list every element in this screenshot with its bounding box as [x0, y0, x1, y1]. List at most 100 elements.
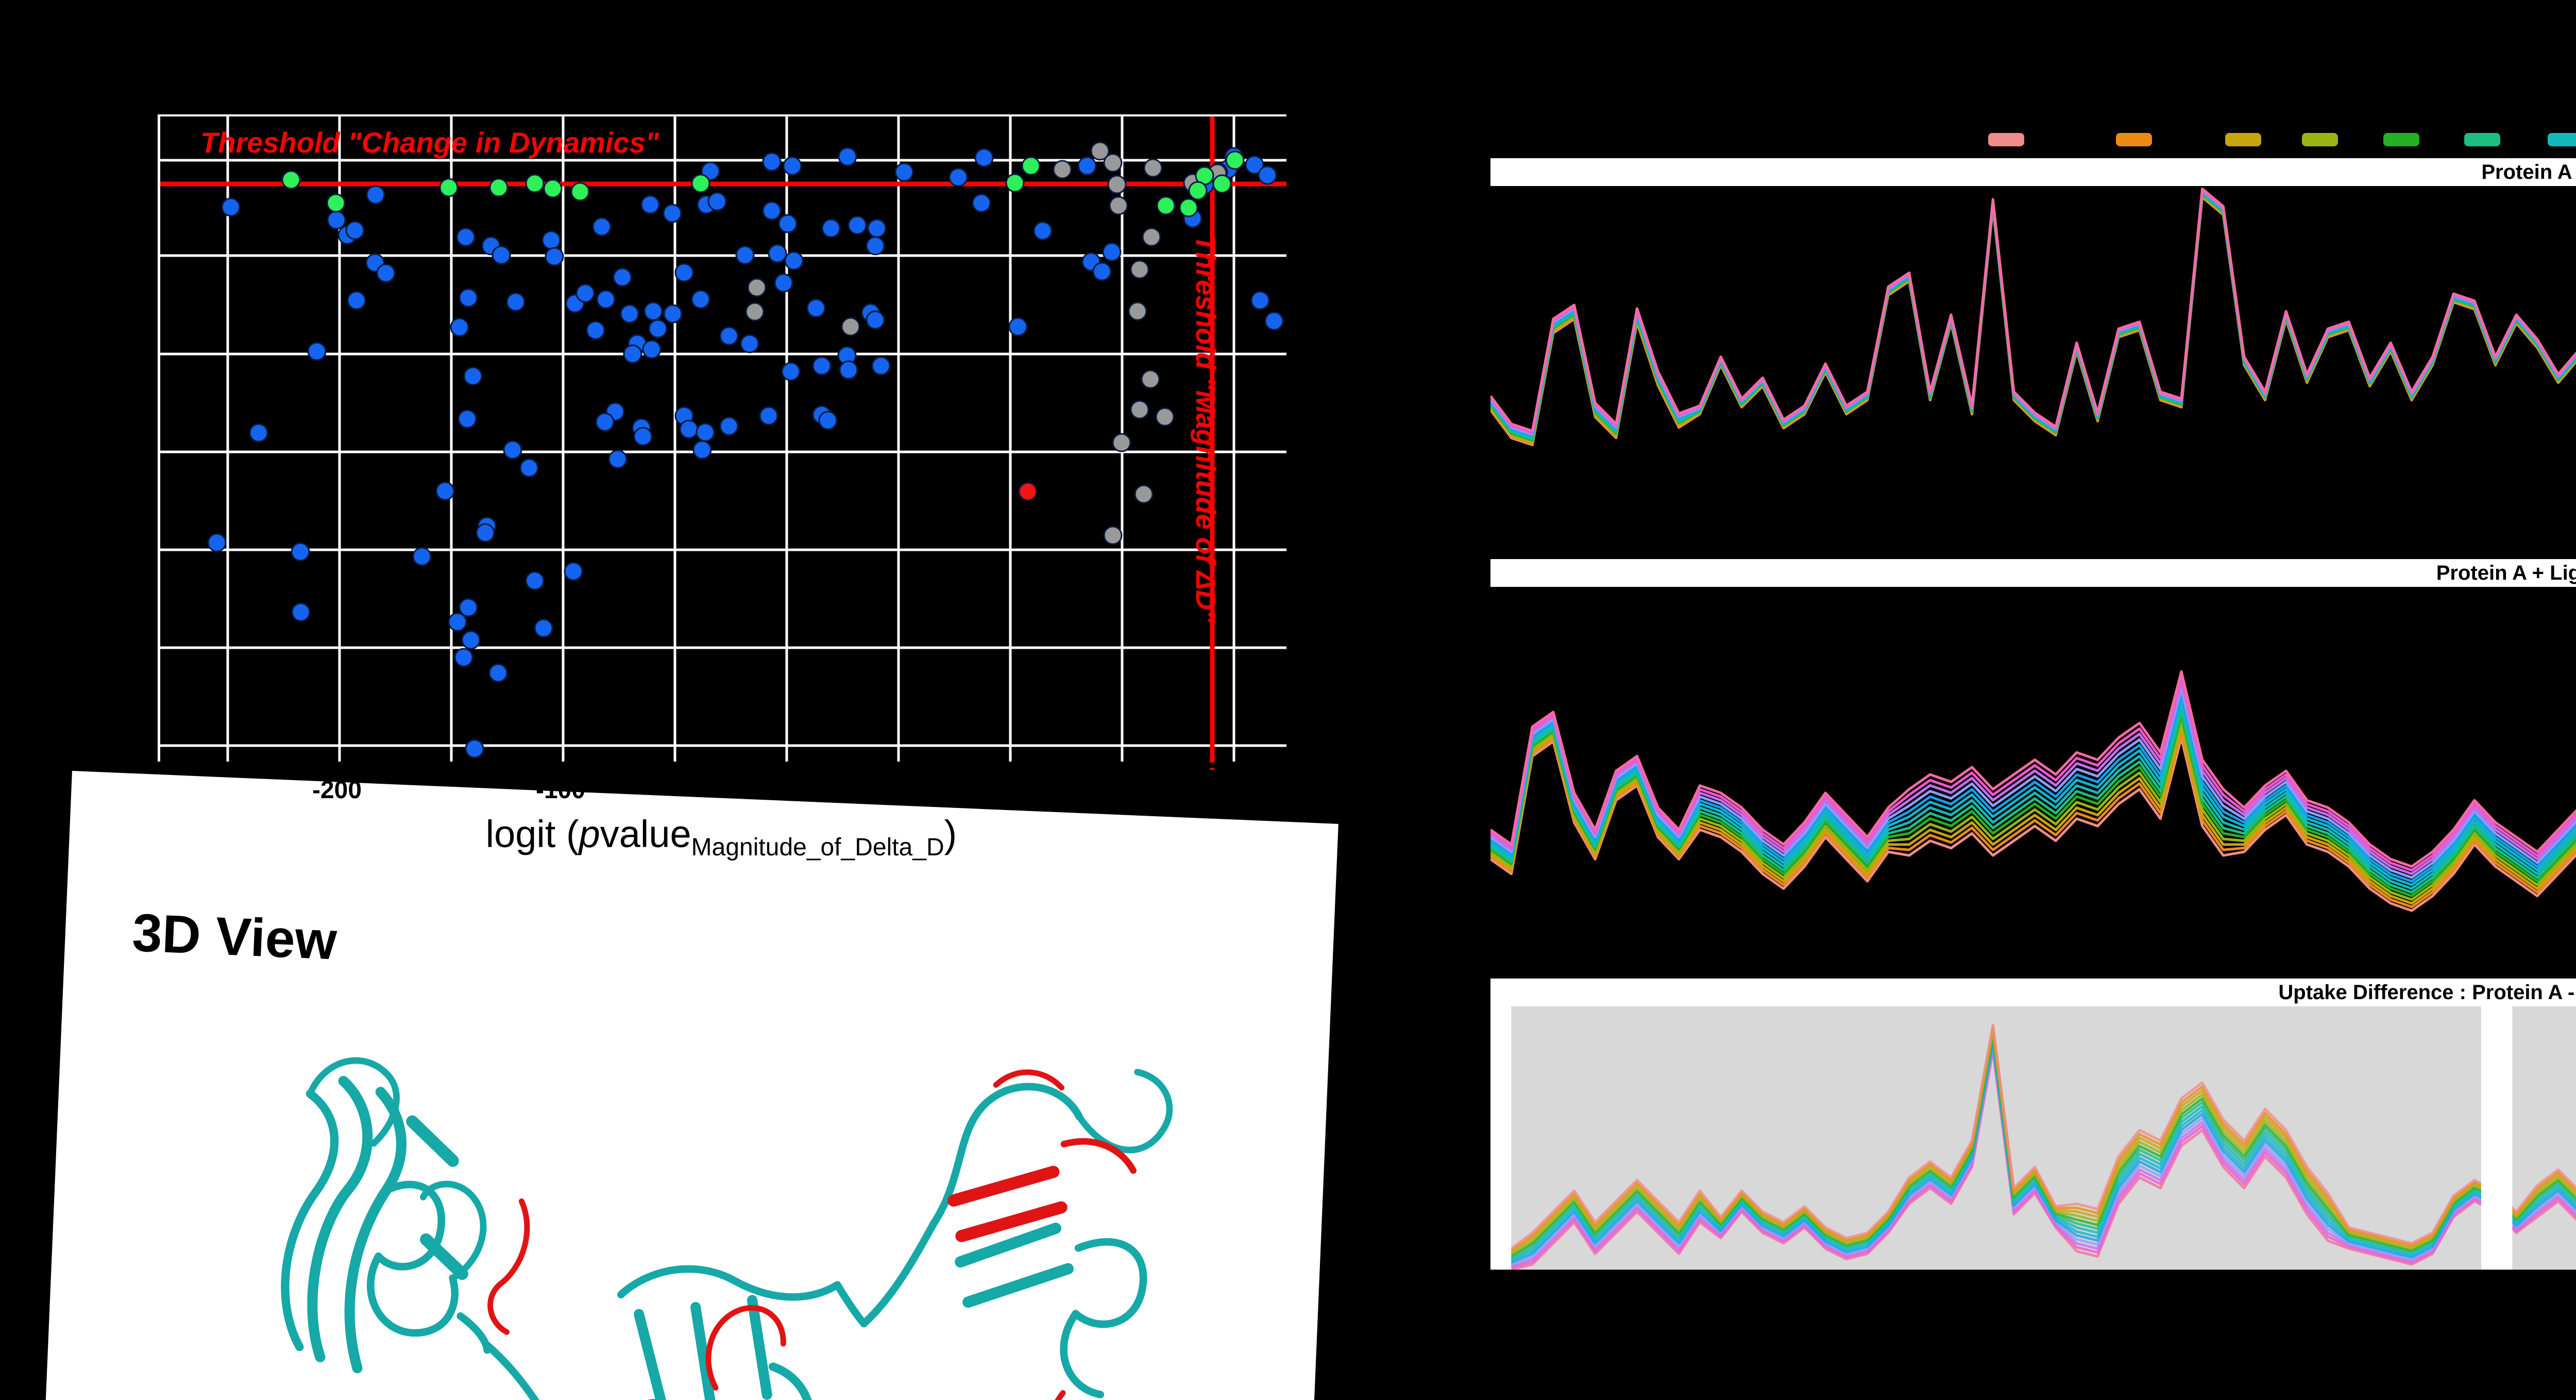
peptide-dot-gray[interactable]: [1143, 158, 1163, 178]
uptake-line-series-0[interactable]: [1490, 1023, 2576, 1253]
peptide-dot-blue[interactable]: [461, 630, 481, 650]
peptide-dot-blue[interactable]: [347, 291, 366, 310]
uptake-line-series-3[interactable]: [1490, 1030, 2576, 1258]
peptide-dot-gray[interactable]: [1134, 484, 1154, 504]
peptide-dot-blue[interactable]: [608, 449, 628, 469]
peptide-dot-blue[interactable]: [643, 301, 663, 321]
peptide-dot-blue[interactable]: [613, 267, 632, 287]
peptide-dot-blue[interactable]: [291, 542, 310, 562]
peptide-dot-gray[interactable]: [1112, 433, 1131, 452]
protein-structure-ribbon[interactable]: [148, 966, 1325, 1400]
uptake-line-series-12[interactable]: [1490, 638, 2576, 868]
peptide-dot-blue[interactable]: [1033, 221, 1053, 241]
peptide-dot-gray[interactable]: [1103, 153, 1123, 173]
peptide-dot-blue[interactable]: [457, 409, 477, 429]
peptide-dot-gray[interactable]: [747, 278, 767, 297]
peptide-dot-blue[interactable]: [740, 334, 759, 353]
peptide-dot-blue[interactable]: [456, 227, 476, 247]
peptide-dot-blue[interactable]: [307, 342, 327, 361]
peptide-dot-blue[interactable]: [839, 360, 858, 380]
peptide-dot-blue[interactable]: [640, 195, 660, 214]
peptide-dot-blue[interactable]: [575, 283, 595, 303]
uptake-line-series-9[interactable]: [1490, 655, 2576, 879]
peptide-dot-gray[interactable]: [1103, 526, 1123, 545]
peptide-dot-gray[interactable]: [1109, 196, 1128, 215]
uptake-line-series-1[interactable]: [1490, 699, 2576, 908]
peptide-dot-blue[interactable]: [221, 197, 241, 217]
peptide-dot-blue[interactable]: [719, 416, 739, 436]
uptake-line-series-12[interactable]: [1490, 187, 2576, 432]
peptide-dot-blue[interactable]: [586, 321, 605, 340]
peptide-dot-blue[interactable]: [534, 618, 553, 638]
uptake-line-series-9[interactable]: [1490, 1043, 2576, 1269]
uptake-line-series-4[interactable]: [1490, 1032, 2576, 1260]
peptide-dot-blue[interactable]: [633, 427, 653, 446]
peptide-dot-gray[interactable]: [1107, 175, 1127, 194]
peptide-dot-blue[interactable]: [648, 319, 668, 339]
peptide-dot-green[interactable]: [1021, 156, 1041, 176]
peptide-dot-blue[interactable]: [735, 245, 755, 265]
peptide-dot-blue[interactable]: [207, 533, 227, 552]
uptake-line-series-11[interactable]: [1490, 644, 2576, 872]
peptide-dot-green[interactable]: [1005, 173, 1025, 193]
peptide-dot-blue[interactable]: [867, 218, 887, 238]
peptide-dot-blue[interactable]: [345, 221, 365, 240]
uptake-line-series-7[interactable]: [1490, 666, 2576, 886]
peptide-dot-blue[interactable]: [848, 215, 867, 235]
peptide-dot-blue[interactable]: [812, 356, 832, 376]
peptide-dot-green[interactable]: [525, 174, 545, 193]
peptide-dot-blue[interactable]: [778, 214, 798, 233]
peptide-dot-blue[interactable]: [762, 152, 782, 172]
peptide-dot-blue[interactable]: [692, 440, 712, 460]
peptide-dot-gray[interactable]: [1090, 141, 1110, 161]
peptide-dot-green[interactable]: [543, 179, 563, 198]
uptake-line-series-2[interactable]: [1490, 1027, 2576, 1256]
peptide-dot-blue[interactable]: [1250, 291, 1270, 310]
peptide-dot-gray[interactable]: [1141, 369, 1160, 389]
peptide-dot-green[interactable]: [1156, 196, 1176, 215]
peptide-dot-green[interactable]: [439, 178, 459, 197]
peptide-dot-blue[interactable]: [592, 217, 612, 237]
uptake-line-series-5[interactable]: [1490, 677, 2576, 894]
uptake-line-series-10[interactable]: [1490, 1045, 2576, 1270]
peptide-dot-blue[interactable]: [623, 344, 642, 364]
uptake-line-series-7[interactable]: [1490, 1039, 2576, 1265]
volcano-plot[interactable]: Threshold "Change in Dynamics" Threshold…: [158, 114, 1286, 770]
peptide-dot-blue[interactable]: [866, 310, 885, 330]
3d-view-panel[interactable]: 3D View: [40, 771, 1338, 1400]
peptide-dot-green[interactable]: [1179, 198, 1198, 217]
legend-timepoint-swatch-4[interactable]: [2383, 133, 2419, 146]
peptide-dot-blue[interactable]: [620, 304, 639, 324]
peptide-dot-blue[interactable]: [774, 273, 793, 293]
peptide-dot-blue[interactable]: [448, 612, 467, 632]
peptide-dot-blue[interactable]: [476, 523, 495, 543]
peptide-dot-blue[interactable]: [249, 423, 268, 443]
peptide-dot-blue[interactable]: [459, 598, 478, 617]
peptide-dot-green[interactable]: [489, 178, 509, 197]
peptide-dot-green[interactable]: [1188, 181, 1208, 200]
peptide-dot-blue[interactable]: [642, 340, 662, 359]
peptide-dot-green[interactable]: [1225, 150, 1245, 170]
uptake-line-series-1[interactable]: [1490, 1025, 2576, 1255]
peptide-dot-gray[interactable]: [1053, 160, 1072, 179]
peptide-dot-gray[interactable]: [1130, 400, 1149, 419]
peptide-dot-blue[interactable]: [503, 440, 522, 460]
peptide-dot-blue[interactable]: [821, 218, 841, 238]
uptake-line-series-12[interactable]: [1490, 1050, 2576, 1270]
peptide-dot-gray[interactable]: [745, 302, 765, 322]
legend-timepoint-swatch-0[interactable]: [1988, 133, 2024, 146]
peptide-dot-blue[interactable]: [1258, 165, 1277, 185]
peptide-dot-blue[interactable]: [719, 326, 739, 346]
uptake-line-series-10[interactable]: [1490, 649, 2576, 875]
peptide-dot-blue[interactable]: [541, 230, 561, 250]
chart-protein-a[interactable]: [1490, 186, 2576, 536]
peptide-dot-gray[interactable]: [1128, 301, 1147, 321]
peptide-dot-gray[interactable]: [1142, 227, 1161, 247]
peptide-dot-blue[interactable]: [596, 290, 616, 309]
legend-timepoint-swatch-1[interactable]: [2116, 133, 2152, 146]
peptide-dot-blue[interactable]: [948, 167, 968, 187]
peptide-dot-blue[interactable]: [762, 201, 782, 221]
legend-timepoint-swatch-5[interactable]: [2464, 133, 2500, 146]
uptake-line-series-5[interactable]: [1490, 1034, 2576, 1261]
peptide-dot-blue[interactable]: [327, 210, 346, 230]
